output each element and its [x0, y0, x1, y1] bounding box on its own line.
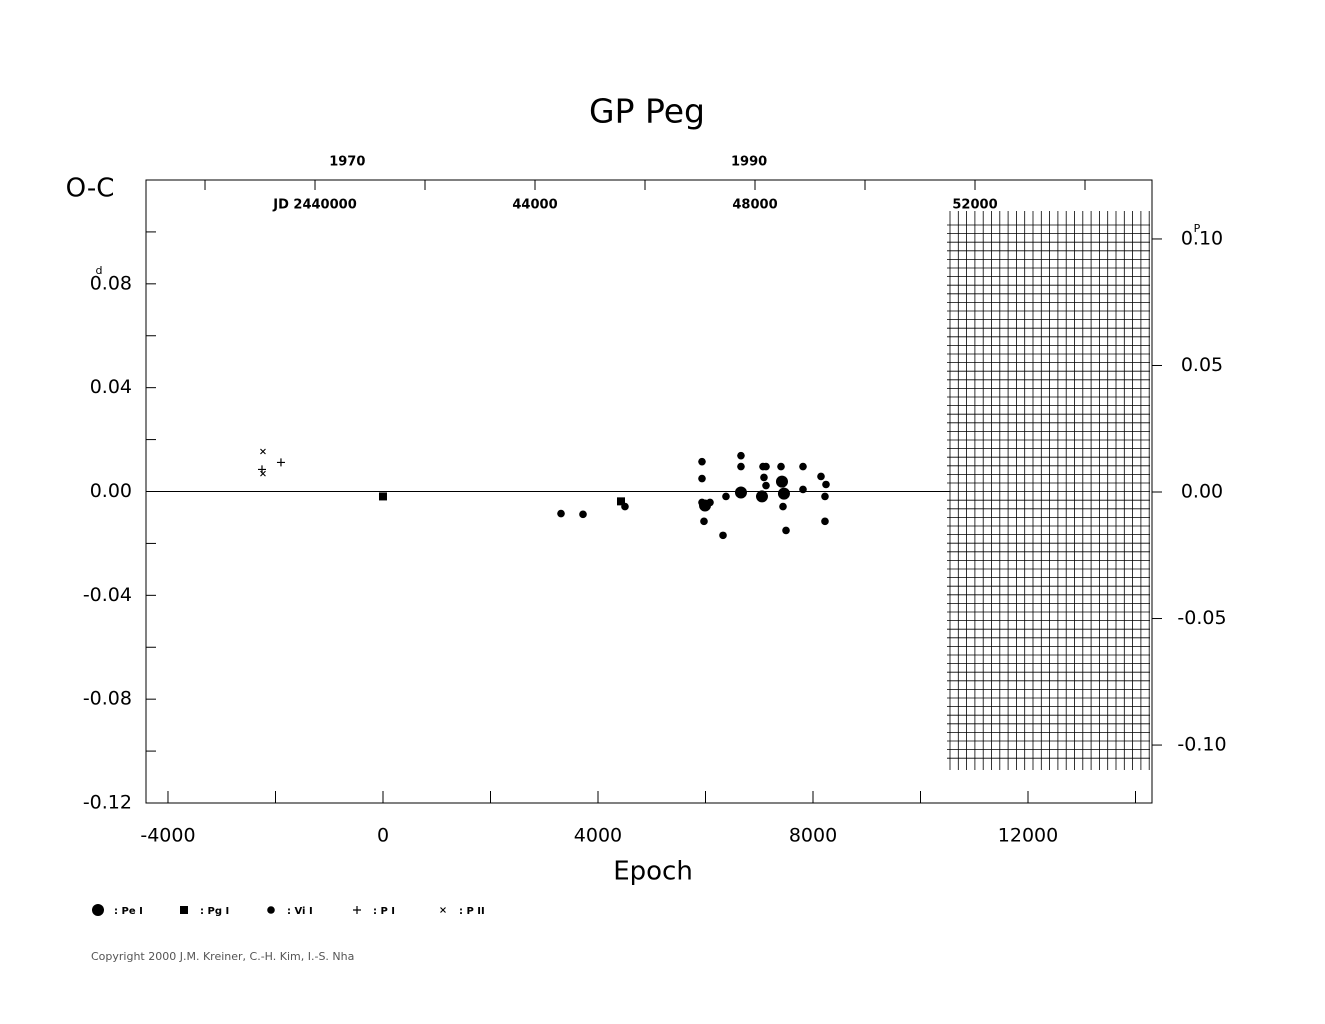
- y2-tick-label: -0.10: [1177, 734, 1226, 756]
- top-tick-label: 52000: [952, 198, 997, 213]
- legend-label: : P I: [373, 906, 395, 917]
- point: [777, 487, 790, 500]
- x-tick-label: 12000: [998, 825, 1058, 847]
- point: [737, 462, 745, 471]
- point: [817, 472, 825, 481]
- y-tick-label: -0.08: [83, 688, 132, 710]
- point: [799, 462, 807, 471]
- legend-marker: [440, 907, 446, 913]
- point: [260, 448, 266, 455]
- point: [719, 531, 727, 540]
- x-axis-label: Epoch: [613, 857, 693, 887]
- point: [775, 475, 788, 488]
- point: [616, 497, 625, 506]
- point: [557, 509, 565, 518]
- y-axis-label: O-C: [66, 174, 115, 204]
- y-tick-label: -0.12: [83, 792, 132, 814]
- point: [821, 492, 829, 501]
- point: [779, 502, 787, 511]
- point: [760, 473, 768, 482]
- legend-label: : Vi I: [287, 906, 313, 917]
- year-label: 1970: [329, 155, 365, 170]
- point: [700, 517, 708, 526]
- year-label: 1990: [731, 155, 767, 170]
- x-tick-label: 0: [377, 825, 389, 847]
- point: [762, 462, 770, 471]
- point: [755, 490, 768, 503]
- y-tick-label: 0.08: [90, 272, 132, 294]
- copyright: Copyright 2000 J.M. Kreiner, C.-H. Kim, …: [91, 950, 354, 963]
- point: [782, 526, 790, 535]
- point: [821, 517, 829, 526]
- point: [621, 502, 629, 511]
- legend-marker: [267, 906, 275, 914]
- y2-tick-label: 0.10: [1181, 227, 1223, 249]
- y-tick-label: 0.00: [90, 480, 132, 502]
- point: [722, 492, 730, 501]
- point: [698, 498, 706, 507]
- point: [698, 457, 706, 466]
- legend-marker: [180, 906, 188, 914]
- point: [734, 486, 747, 499]
- point: [276, 458, 285, 467]
- x-tick-label: -4000: [140, 825, 195, 847]
- legend-name: Pe I: [121, 906, 142, 917]
- no-data-hatch: [947, 211, 1150, 770]
- legend-marker: [353, 906, 361, 914]
- top-tick-label: 48000: [732, 198, 777, 213]
- legend-name: P II: [466, 906, 484, 917]
- legend-label: : P II: [459, 906, 485, 917]
- point: [799, 485, 807, 494]
- point: [777, 462, 785, 471]
- point: [579, 510, 587, 519]
- x-tick-label: 8000: [789, 825, 837, 847]
- legend-marker: [92, 904, 104, 916]
- y-unit: d: [96, 264, 103, 277]
- y2-tick-label: 0.00: [1181, 481, 1223, 503]
- point: [706, 498, 714, 507]
- y-tick-label: -0.04: [83, 584, 132, 606]
- point: [737, 451, 745, 460]
- top-tick-label: JD 2440000: [272, 198, 356, 213]
- y-tick-label: 0.04: [90, 376, 132, 398]
- y2-tick-label: 0.05: [1181, 354, 1223, 376]
- point: [822, 480, 830, 489]
- legend-name: P I: [380, 906, 395, 917]
- legend-name: Vi I: [294, 906, 312, 917]
- point: [378, 492, 387, 501]
- legend-label: : Pg I: [200, 906, 229, 917]
- point: [260, 470, 266, 477]
- chart-title: GP Peg: [589, 92, 705, 131]
- point: [762, 481, 770, 490]
- x-tick-label: 4000: [574, 825, 622, 847]
- legend-name: Pg I: [207, 906, 229, 917]
- legend-label: : Pe I: [114, 906, 143, 917]
- y2-tick-label: -0.05: [1177, 607, 1226, 629]
- point: [698, 474, 706, 483]
- y2-unit: P: [1194, 222, 1201, 235]
- top-tick-label: 44000: [512, 198, 557, 213]
